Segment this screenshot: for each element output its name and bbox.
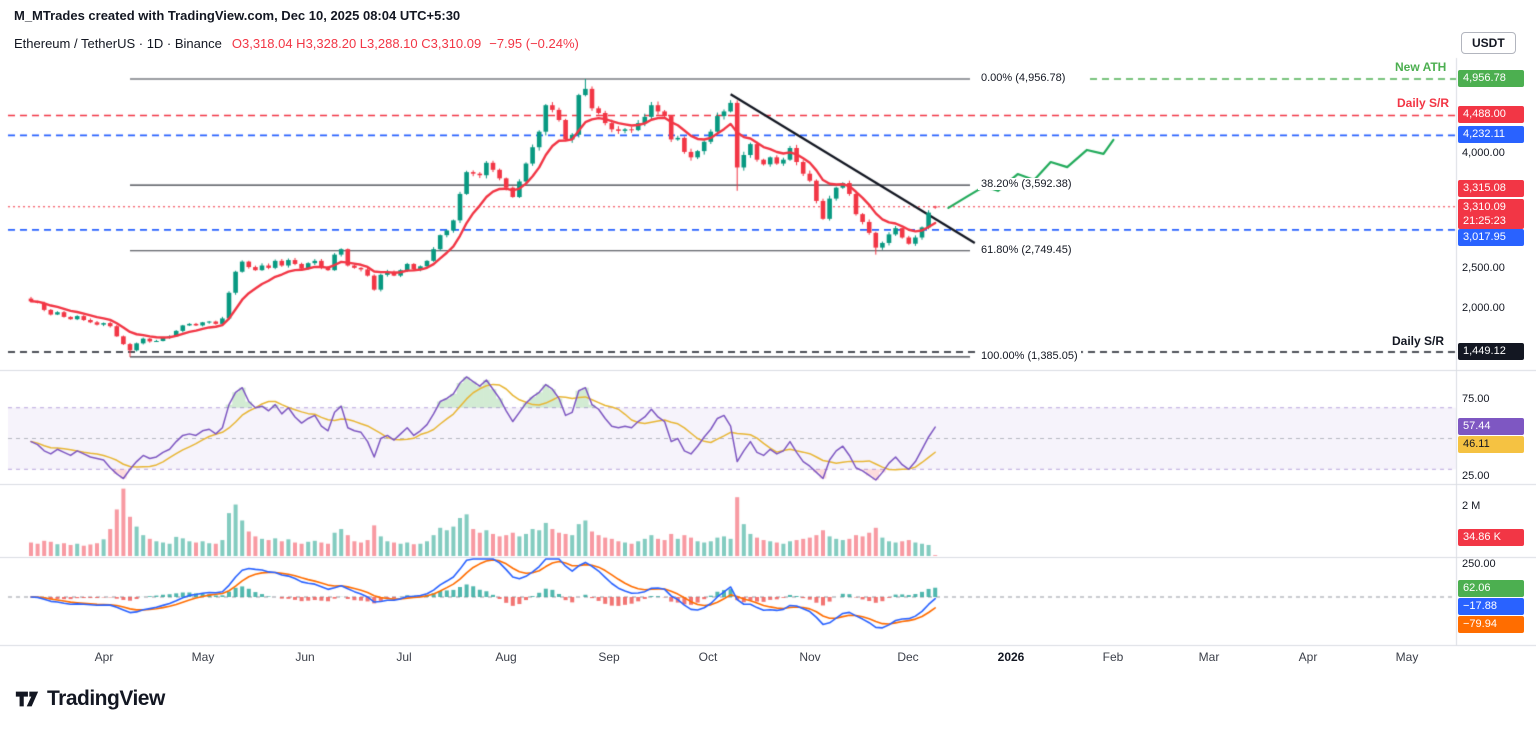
price-scale-label: 250.00 (1462, 558, 1496, 570)
price-scale-label: 2,000.00 (1462, 302, 1505, 314)
attribution-text: M_MTrades created with TradingView.com, … (14, 8, 461, 23)
price-level-badge: 1,449.12 (1458, 343, 1524, 360)
last-price-badge: 3,310.09 21:25:23 (1458, 199, 1524, 229)
time-scale-label: May (1395, 650, 1419, 664)
daily-sr-top-label[interactable]: Daily S/R (1397, 96, 1450, 110)
price-level-badge: 57.44 (1458, 418, 1524, 435)
time-scale-label: Jul (396, 650, 412, 664)
price-level-badge: 62.06 (1458, 580, 1524, 597)
time-scale-label: Apr (1298, 650, 1318, 664)
tradingview-logo-text: TradingView (47, 687, 165, 710)
currency-toggle-button[interactable]: USDT (1461, 32, 1516, 54)
price-level-badge: 4,232.11 (1458, 126, 1524, 143)
time-scale-label: Feb (1102, 650, 1124, 664)
price-level-badge: 46.11 (1458, 436, 1524, 453)
time-scale-label: Apr (94, 650, 114, 664)
time-scale-label: Mar (1198, 650, 1220, 664)
price-scale-label: 25.00 (1462, 470, 1490, 482)
time-scale-label: Aug (495, 650, 517, 664)
price-level-badge: 3,315.08 (1458, 180, 1524, 197)
daily-sr-bottom-label[interactable]: Daily S/R (1392, 334, 1445, 348)
symbol-header: Ethereum / TetherUS · 1D · Binance O3,318… (14, 36, 579, 51)
fib-label-100[interactable]: 100.00% (1,385.05) (978, 350, 1081, 362)
price-level-badge: −17.88 (1458, 598, 1524, 615)
bar-countdown: 21:25:23 (1463, 215, 1506, 227)
tradingview-logo[interactable]: TradingView (14, 686, 165, 712)
price-level-badge: −79.94 (1458, 616, 1524, 633)
new-ath-label[interactable]: New ATH (1395, 60, 1447, 74)
symbol-title[interactable]: Ethereum / TetherUS · 1D · Binance (14, 36, 222, 51)
time-scale-label: Oct (698, 650, 718, 664)
price-scale-label: 2,500.00 (1462, 262, 1505, 274)
time-scale-label: May (191, 650, 215, 664)
fib-label-0[interactable]: 0.00% (4,956.78) (978, 72, 1069, 84)
price-level-badge: 3,017.95 (1458, 229, 1524, 246)
time-scale-label: Jun (295, 650, 315, 664)
price-level-badge: 4,956.78 (1458, 70, 1524, 87)
time-scale-label: Dec (897, 650, 919, 664)
change-value: −7.95 (−0.24%) (489, 36, 579, 51)
price-level-badge: 34.86 K (1458, 529, 1524, 546)
fib-label-61-8[interactable]: 61.80% (2,749.45) (978, 244, 1075, 256)
ohlc-values: O3,318.04 H3,328.20 L3,288.10 C3,310.09 (231, 36, 482, 51)
price-scale-label: 2 M (1462, 500, 1481, 512)
price-scale-label: 4,000.00 (1462, 147, 1505, 159)
fib-label-38-2[interactable]: 38.20% (3,592.38) (978, 178, 1075, 190)
time-scale-label: Nov (799, 650, 821, 664)
time-scale-label: 2026 (997, 650, 1025, 664)
tradingview-logo-icon (15, 691, 39, 707)
price-level-badge: 4,488.00 (1458, 106, 1524, 123)
price-scale-label: 75.00 (1462, 393, 1490, 405)
time-scale-label: Sep (598, 650, 620, 664)
